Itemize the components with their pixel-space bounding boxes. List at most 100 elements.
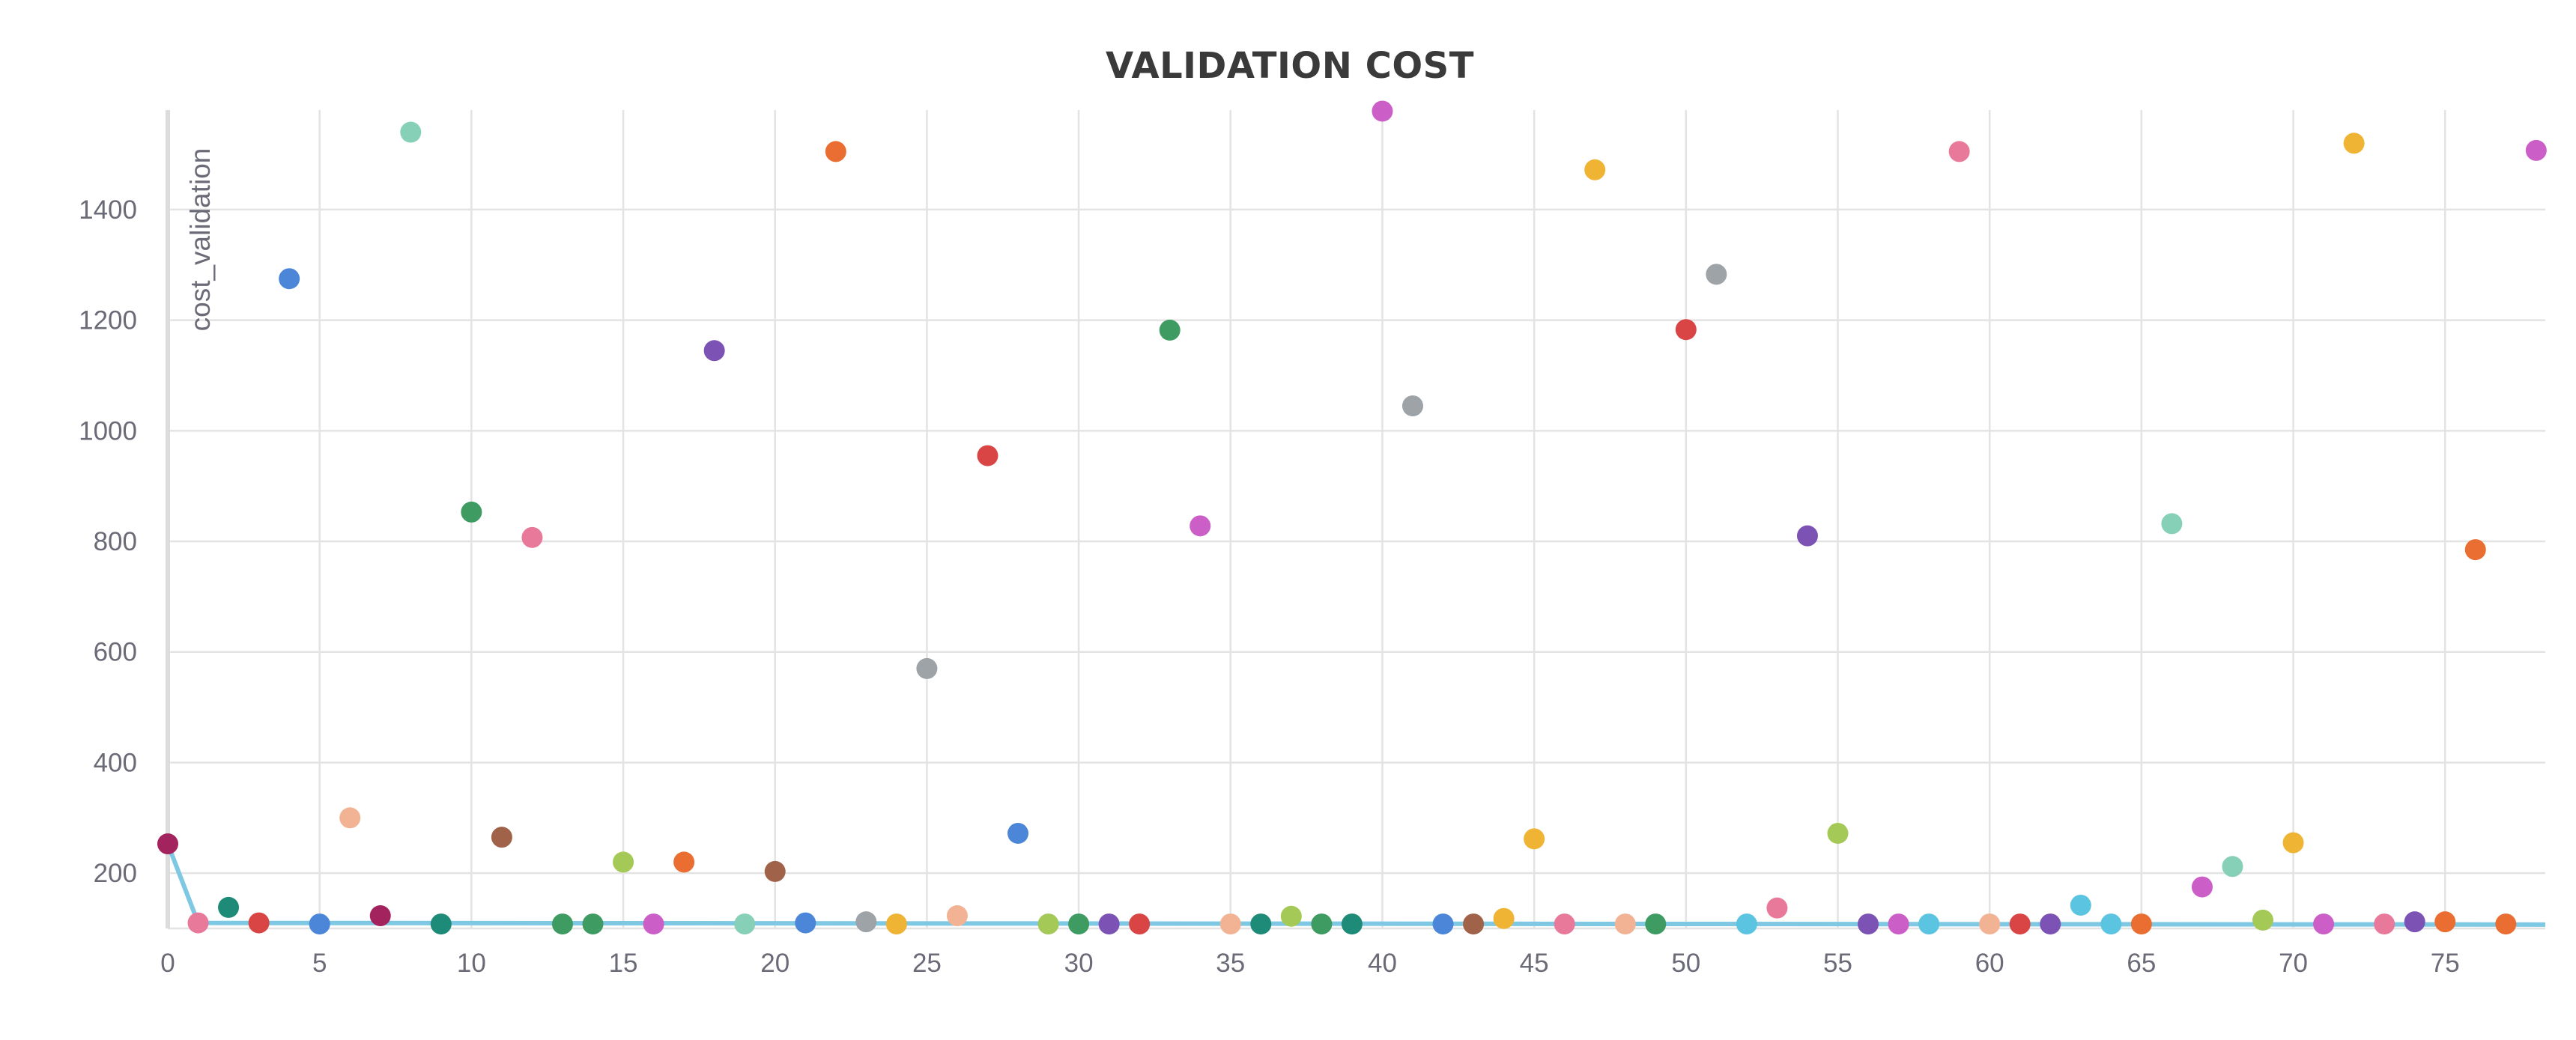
- data-point-48[interactable]: [1614, 913, 1636, 935]
- data-point-53[interactable]: [1766, 897, 1788, 919]
- data-point-55[interactable]: [1827, 822, 1849, 844]
- point-layer: [157, 100, 2547, 935]
- y-axis-label: cost_validation: [185, 148, 216, 332]
- data-point-34[interactable]: [1189, 515, 1211, 537]
- data-point-9[interactable]: [430, 913, 452, 935]
- data-point-0[interactable]: [157, 833, 178, 855]
- data-point-45[interactable]: [1524, 828, 1545, 850]
- data-point-7[interactable]: [369, 905, 391, 927]
- data-point-10[interactable]: [461, 501, 482, 523]
- data-point-23[interactable]: [855, 911, 877, 933]
- data-point-38[interactable]: [1311, 913, 1333, 935]
- data-point-37[interactable]: [1280, 905, 1302, 927]
- data-point-51[interactable]: [1706, 264, 1727, 285]
- data-point-20[interactable]: [764, 860, 786, 882]
- data-point-6[interactable]: [339, 807, 361, 829]
- data-point-8[interactable]: [400, 121, 422, 143]
- x-tick-label: 25: [912, 949, 942, 978]
- chart-title: VALIDATION COST: [1106, 45, 1474, 87]
- data-point-59[interactable]: [1948, 141, 1970, 162]
- data-point-27[interactable]: [977, 445, 998, 466]
- data-point-29[interactable]: [1037, 913, 1059, 935]
- x-tick-label: 10: [457, 949, 486, 978]
- x-tick-label: 0: [160, 949, 175, 978]
- data-point-50[interactable]: [1675, 319, 1697, 341]
- y-tick-label: 800: [94, 527, 137, 556]
- data-point-43[interactable]: [1463, 913, 1485, 935]
- data-point-67[interactable]: [2191, 876, 2213, 898]
- data-point-14[interactable]: [582, 913, 604, 935]
- data-point-44[interactable]: [1493, 907, 1515, 929]
- data-point-78[interactable]: [2525, 139, 2547, 161]
- data-point-5[interactable]: [309, 913, 330, 935]
- data-point-58[interactable]: [1918, 913, 1940, 935]
- data-point-13[interactable]: [551, 913, 573, 935]
- data-point-61[interactable]: [2009, 913, 2031, 935]
- data-point-24[interactable]: [885, 913, 907, 935]
- data-point-12[interactable]: [521, 526, 543, 548]
- data-point-47[interactable]: [1584, 159, 1606, 180]
- x-tick-label: 65: [2127, 949, 2156, 978]
- data-point-41[interactable]: [1401, 395, 1423, 417]
- data-point-70[interactable]: [2282, 832, 2304, 854]
- data-point-36[interactable]: [1250, 913, 1272, 935]
- data-point-16[interactable]: [643, 913, 664, 935]
- data-point-1[interactable]: [187, 912, 209, 934]
- x-tick-label: 60: [1975, 949, 2004, 978]
- y-tick-label: 1000: [79, 416, 137, 446]
- data-point-39[interactable]: [1341, 913, 1363, 935]
- data-point-42[interactable]: [1432, 913, 1454, 935]
- data-point-56[interactable]: [1858, 913, 1879, 935]
- data-point-69[interactable]: [2252, 909, 2274, 931]
- data-point-77[interactable]: [2495, 913, 2517, 935]
- y-tick-label: 600: [94, 638, 137, 667]
- data-point-17[interactable]: [673, 851, 695, 873]
- data-point-22[interactable]: [825, 141, 846, 162]
- data-point-75[interactable]: [2434, 911, 2456, 933]
- data-point-49[interactable]: [1645, 913, 1667, 935]
- data-point-19[interactable]: [734, 913, 756, 935]
- data-point-62[interactable]: [2040, 913, 2061, 935]
- x-tick-label: 55: [1823, 949, 1852, 978]
- data-point-2[interactable]: [218, 896, 240, 918]
- data-point-35[interactable]: [1219, 913, 1241, 935]
- data-point-15[interactable]: [613, 851, 634, 873]
- y-tick-label: 200: [94, 859, 137, 888]
- data-point-52[interactable]: [1736, 913, 1757, 935]
- data-point-71[interactable]: [2313, 913, 2335, 935]
- data-point-3[interactable]: [248, 912, 270, 934]
- data-point-30[interactable]: [1068, 913, 1090, 935]
- x-tick-label: 75: [2431, 949, 2460, 978]
- axis-layer: 0 5 10 15 20 25 30 35 40 45 50 55 60 65 70 75 200 400 600 8…: [79, 110, 2545, 978]
- data-point-33[interactable]: [1159, 319, 1181, 341]
- data-point-28[interactable]: [1007, 822, 1029, 844]
- data-point-66[interactable]: [2161, 513, 2183, 535]
- data-point-72[interactable]: [2343, 133, 2365, 154]
- x-tick-label: 15: [609, 949, 638, 978]
- data-point-21[interactable]: [795, 912, 816, 934]
- data-point-76[interactable]: [2464, 539, 2486, 561]
- data-point-54[interactable]: [1796, 525, 1818, 547]
- line-layer: [166, 842, 2546, 927]
- y-tick-label: 400: [94, 748, 137, 777]
- data-point-46[interactable]: [1554, 913, 1575, 935]
- data-point-4[interactable]: [279, 268, 300, 290]
- cost-line: [166, 842, 2546, 927]
- data-point-40[interactable]: [1372, 100, 1393, 122]
- data-point-63[interactable]: [2070, 894, 2091, 916]
- data-point-18[interactable]: [703, 340, 725, 362]
- data-point-32[interactable]: [1129, 913, 1151, 935]
- data-point-68[interactable]: [2222, 856, 2243, 878]
- data-point-57[interactable]: [1888, 913, 1909, 935]
- data-point-26[interactable]: [946, 905, 968, 927]
- data-point-31[interactable]: [1098, 913, 1120, 935]
- data-point-73[interactable]: [2374, 913, 2395, 935]
- data-point-64[interactable]: [2100, 913, 2122, 935]
- data-point-60[interactable]: [1979, 913, 2001, 935]
- x-tick-label: 35: [1216, 949, 1245, 978]
- data-point-11[interactable]: [491, 827, 512, 848]
- x-tick-label: 5: [312, 949, 327, 978]
- data-point-74[interactable]: [2404, 911, 2425, 933]
- data-point-65[interactable]: [2130, 913, 2152, 935]
- data-point-25[interactable]: [916, 657, 938, 679]
